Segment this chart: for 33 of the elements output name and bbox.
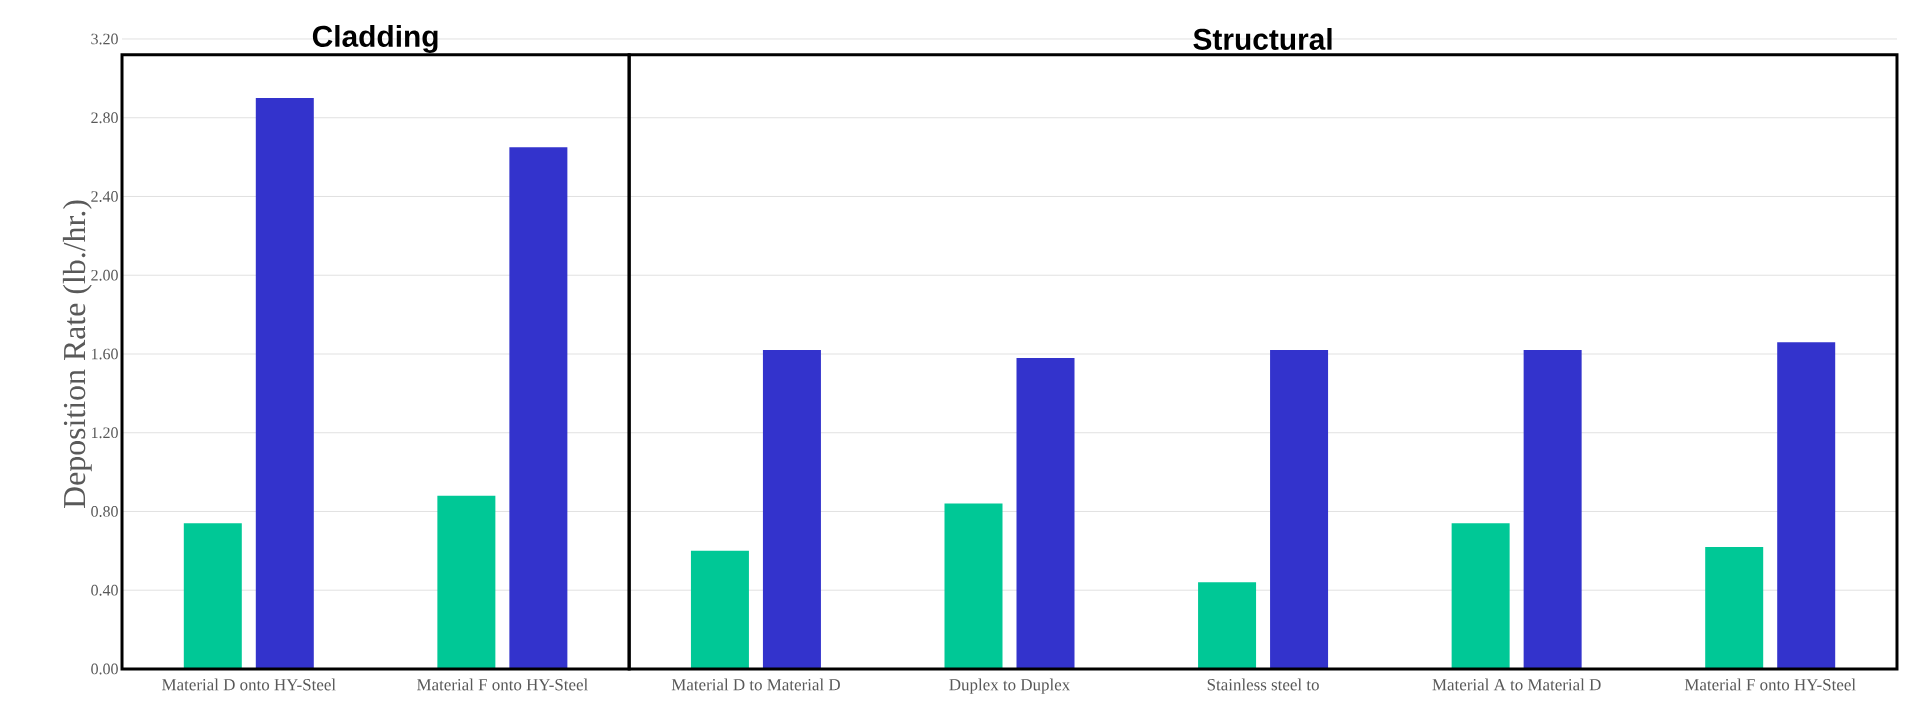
bar bbox=[1777, 342, 1836, 669]
bar bbox=[690, 550, 749, 669]
y-tick-label: 1.60 bbox=[92, 348, 118, 360]
annotation: Structural bbox=[1193, 28, 1332, 50]
x-tick-label: Material F onto HY-Steel bbox=[1684, 678, 1856, 691]
bar bbox=[944, 503, 1003, 669]
annotation: Cladding bbox=[312, 24, 438, 53]
bar bbox=[762, 350, 821, 669]
y-tick-label: 0.40 bbox=[91, 584, 118, 596]
bar bbox=[1198, 582, 1257, 669]
y-tick-label: 0.80 bbox=[91, 506, 118, 517]
x-tick-label: Material D onto HY-Steel bbox=[162, 678, 336, 691]
bar bbox=[255, 98, 314, 669]
x-tick-label: Material F onto HY-Steel bbox=[417, 678, 588, 691]
y-tick-label: 2.00 bbox=[91, 269, 118, 281]
x-tick-label: Stainless steel to bbox=[1207, 678, 1319, 691]
bar bbox=[509, 147, 568, 669]
bar bbox=[1451, 523, 1510, 669]
y-axis-title: Deposition Rate (lb./hr.) bbox=[62, 200, 92, 509]
x-tick-label: Material A to Material D bbox=[1432, 678, 1601, 691]
bar bbox=[1270, 350, 1329, 669]
bar bbox=[437, 495, 496, 669]
bar bbox=[1016, 357, 1075, 669]
y-tick-label: 2.40 bbox=[91, 191, 118, 202]
bar bbox=[183, 523, 242, 669]
x-tick-label: Material D to Material D bbox=[671, 678, 840, 691]
y-tick-label: 2.80 bbox=[91, 112, 118, 124]
y-tick-label: 0.00 bbox=[91, 663, 118, 675]
bar bbox=[1705, 546, 1764, 669]
x-tick-label: Duplex to Duplex bbox=[949, 678, 1070, 694]
y-tick-label: 1.20 bbox=[92, 427, 118, 439]
bar bbox=[1523, 350, 1582, 669]
y-tick-label: 3.20 bbox=[91, 33, 118, 45]
